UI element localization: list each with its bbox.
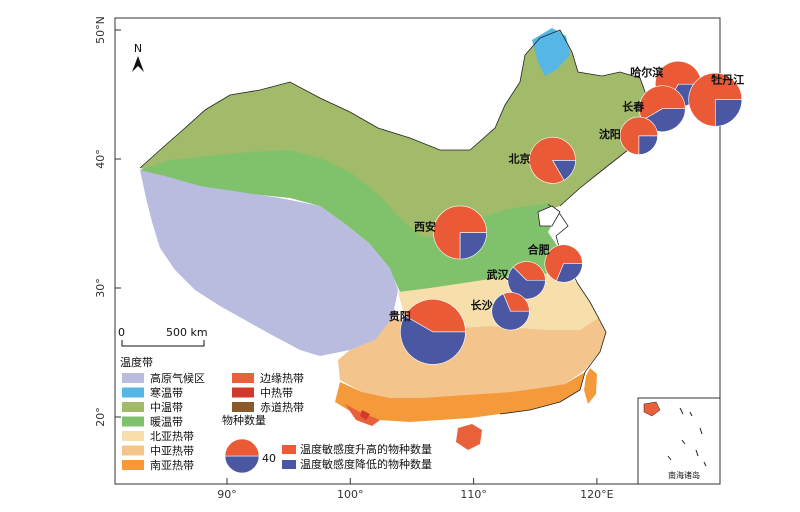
city-label: 长春 — [622, 100, 645, 114]
zone-marginal-tropical-hainan — [456, 424, 482, 450]
species-value: 40 — [262, 452, 276, 465]
legend-swatch — [232, 373, 254, 383]
pie-slice-increase — [433, 205, 487, 260]
decrease-label: 温度敏感度降低的物种数量 — [300, 457, 432, 471]
pie-slice-increase — [224, 438, 260, 457]
north-label: N — [134, 42, 142, 55]
pie-牡丹江 — [688, 72, 743, 127]
legend-label: 中亚热带 — [150, 445, 194, 458]
inset-south-china-sea: 南海诸岛 — [637, 397, 721, 485]
inset-label: 南海诸岛 — [668, 470, 700, 480]
pie-沈阳 — [619, 116, 658, 155]
legend-label: 南亚热带 — [150, 459, 194, 472]
scale-zero: 0 — [118, 326, 125, 339]
legend-label: 中热带 — [260, 387, 293, 400]
pie-slice-increase — [404, 299, 466, 333]
pie-slice-decrease — [714, 99, 743, 127]
lat-tick-label: 50°N — [94, 16, 107, 44]
pie-slice-decrease — [638, 135, 658, 155]
legend-swatch — [122, 445, 144, 456]
pie-slice-increase — [688, 72, 743, 127]
pie-合肥 — [544, 244, 583, 283]
axis-ticks: 90° 100° 110° 120°E 50°N 40° 30° 20° — [94, 16, 614, 501]
legend-label: 寒温带 — [150, 386, 183, 400]
scale-bar: 0 500 km — [118, 326, 208, 347]
pie-slice-decrease — [459, 232, 487, 260]
pie-slice-increase — [619, 116, 658, 155]
lat-tick-label: 30° — [94, 278, 107, 298]
zone-south-subtropical — [335, 372, 585, 422]
city-label: 西安 — [414, 220, 436, 234]
pie-西安 — [433, 205, 487, 260]
legend-label: 北亚热带 — [150, 430, 194, 443]
city-label: 武汉 — [487, 267, 510, 281]
decrease-swatch — [282, 460, 296, 469]
pie-贵阳 — [400, 299, 466, 365]
pie-北京 — [529, 136, 576, 184]
city-label: 北京 — [509, 151, 531, 165]
city-label: 长沙 — [471, 298, 493, 312]
city-label: 牡丹江 — [711, 73, 744, 87]
lat-tick-label: 20° — [94, 407, 107, 427]
legend-label: 边缘热带 — [260, 372, 304, 385]
pie-slice-increase — [503, 292, 530, 312]
zone-plateau — [140, 170, 398, 356]
species-pie-sample — [224, 438, 260, 474]
pie-slice-increase — [512, 261, 546, 281]
legend-swatch — [122, 402, 144, 412]
legend-title: 温度带 — [120, 355, 153, 369]
pie-slice-decrease — [556, 263, 583, 283]
pie-长沙 — [491, 292, 530, 331]
pie-slice-increase — [544, 244, 583, 282]
city-label: 沈阳 — [599, 127, 621, 141]
species-title: 物种数量 — [222, 413, 266, 427]
legend-swatch — [122, 387, 144, 398]
scale-label: 500 km — [166, 326, 208, 339]
pie-slice-decrease — [224, 455, 260, 474]
pie-slice-increase — [638, 85, 686, 121]
city-label: 合肥 — [528, 242, 550, 256]
legend-swatch — [122, 431, 144, 441]
pie-slice-increase — [529, 136, 576, 184]
zone-taiwan — [584, 368, 597, 404]
zone-mid-temperate — [140, 30, 648, 252]
legend-swatch — [122, 416, 144, 427]
legend-label: 赤道热带 — [260, 400, 304, 414]
zone-cold-temperate — [532, 28, 570, 76]
legend-label: 中温带 — [150, 401, 183, 414]
city-label: 哈尔滨 — [630, 65, 663, 79]
lat-tick-label: 40° — [94, 149, 107, 169]
pie-武汉 — [507, 261, 546, 300]
legend-sample-pie — [224, 438, 260, 474]
increase-label: 温度敏感度升高的物种数量 — [300, 442, 432, 456]
north-arrow: N — [132, 42, 144, 72]
increase-swatch — [282, 445, 296, 454]
legend-label: 高原气候区 — [150, 371, 205, 385]
lon-tick-label: 120°E — [580, 488, 613, 501]
lon-tick-label: 110° — [460, 488, 487, 501]
pie-slice-decrease — [491, 293, 530, 331]
legend-swatch — [232, 387, 254, 398]
bohai-sea — [537, 205, 561, 227]
legend-swatch — [122, 460, 144, 470]
lon-tick-label: 90° — [217, 488, 237, 501]
lon-tick-label: 100° — [337, 488, 364, 501]
city-label: 贵阳 — [389, 309, 411, 323]
coastline — [499, 203, 607, 415]
legend-swatch — [232, 402, 254, 412]
legend-label: 暖温带 — [150, 416, 183, 429]
legend-swatch — [122, 373, 144, 383]
pie-slice-decrease — [400, 315, 466, 365]
zone-mid-tropical — [360, 410, 370, 420]
north-arrow-icon — [132, 56, 144, 72]
